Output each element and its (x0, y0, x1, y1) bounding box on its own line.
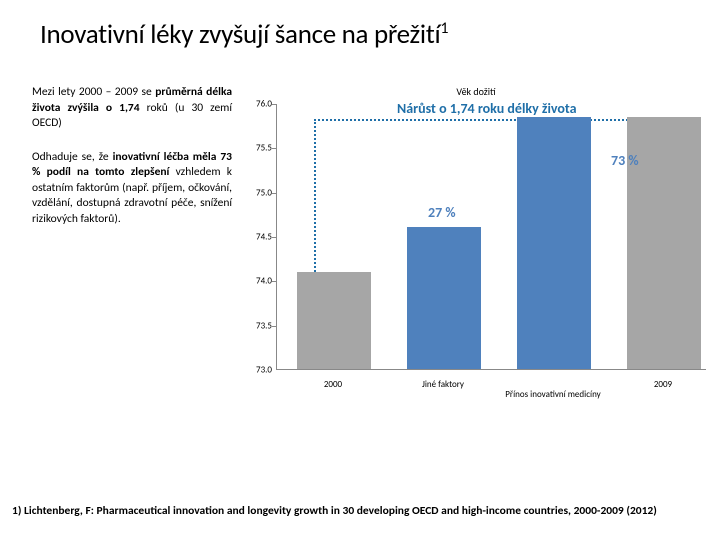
dashed-left-vert (314, 119, 316, 272)
xlabel-jine: Jiné faktory (398, 379, 488, 390)
left-text-column: Mezi lety 2000 – 2009 se průměrná délka … (32, 85, 232, 390)
ytick-mark (272, 104, 276, 105)
ytick-mark (272, 193, 276, 194)
bar-2000 (297, 272, 371, 369)
plot-region: Nárůst o 1,74 roku délky života 27 % 73 … (276, 104, 706, 370)
annotation-text: Nárůst o 1,74 roku délky života (397, 100, 577, 117)
bar-jine-faktory (407, 227, 481, 369)
ytick-mark (272, 148, 276, 149)
xlabel-prinos: Přínos inovativní medicíny (498, 389, 608, 400)
xlabel-2009: 2009 (623, 379, 703, 390)
ytick: 75.5 (246, 143, 272, 154)
ytick: 75.0 (246, 187, 272, 198)
ytick-mark (272, 281, 276, 282)
ytick: 74.5 (246, 232, 272, 243)
bar-prinos (517, 117, 591, 369)
ytick-mark (272, 237, 276, 238)
ytick: 76.0 (246, 99, 272, 110)
chart-y-title: Věk dožití (246, 85, 706, 98)
title-text: Inovativní léky zvyšují šance na přežití (40, 18, 440, 51)
page-title: Inovativní léky zvyšují šance na přežití… (0, 0, 720, 51)
dashed-top-line (314, 119, 656, 121)
paragraph-1: Mezi lety 2000 – 2009 se průměrná délka … (32, 85, 232, 132)
title-sup: 1 (440, 19, 448, 38)
chart-area: Věk dožití Nárůst o 1,74 roku délky živo… (246, 85, 706, 390)
xlabel-2000: 2000 (293, 379, 373, 390)
content-row: Mezi lety 2000 – 2009 se průměrná délka … (0, 51, 720, 390)
paragraph-2: Odhaduje se, že inovativní léčba měla 73… (32, 150, 232, 228)
ytick: 73.5 (246, 320, 272, 331)
ytick: 74.0 (246, 276, 272, 287)
chart-frame: Nárůst o 1,74 roku délky života 27 % 73 … (246, 104, 706, 390)
ytick-mark (272, 326, 276, 327)
pct-27-label: 27 % (428, 204, 456, 221)
ytick: 73.0 (246, 365, 272, 376)
p2a: Odhaduje se, že (32, 150, 113, 164)
p1a: Mezi lety 2000 – 2009 se (32, 85, 155, 99)
pct-73-label: 73 % (611, 152, 639, 169)
footnote: 1) Lichtenberg, F: Pharmaceutical innova… (12, 504, 708, 518)
